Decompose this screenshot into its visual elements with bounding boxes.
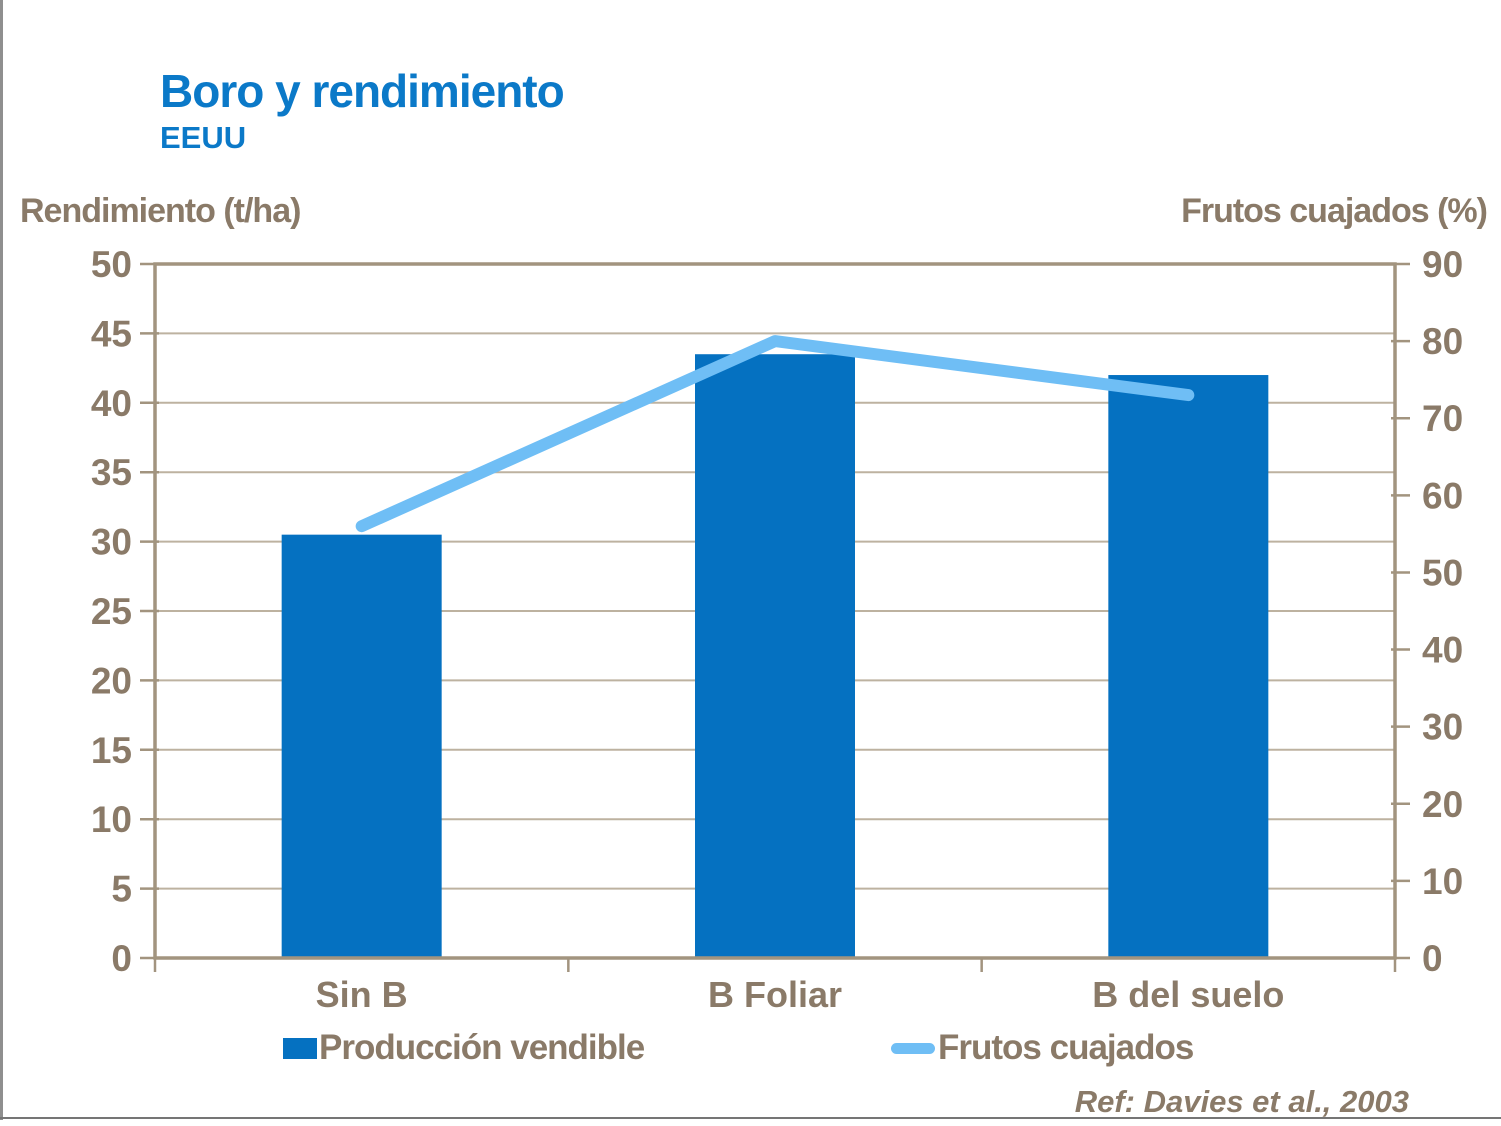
right-axis-tick-label: 0 xyxy=(1422,938,1443,979)
line-series-frutos-cuajados xyxy=(355,335,1195,533)
legend-label-frutos-cuajados: Frutos cuajados xyxy=(938,1028,1194,1067)
right-axis-tick-label: 80 xyxy=(1422,321,1463,362)
reference-text: Ref: Davies et al., 2003 xyxy=(1074,1084,1409,1119)
right-axis-tick-label: 50 xyxy=(1422,552,1463,593)
right-axis-tick-label: 20 xyxy=(1422,784,1463,825)
bar-sin-b xyxy=(281,534,442,958)
right-axis-tick-label: 10 xyxy=(1422,861,1463,902)
legend-label-produccion-vendible: Producción vendible xyxy=(319,1028,645,1067)
left-axis-tick-label: 50 xyxy=(91,244,132,285)
left-axis-title: Rendimiento (t/ha) xyxy=(20,192,301,230)
right-axis-title: Frutos cuajados (%) xyxy=(1181,192,1488,230)
bar-series-swatch xyxy=(283,1037,317,1059)
chart-legend: Producción vendible Frutos cuajados xyxy=(0,1024,1501,1072)
left-axis-tick-label: 10 xyxy=(91,799,132,840)
category-label-sin-b: Sin B xyxy=(316,974,408,1015)
bar-b-foliar xyxy=(695,354,855,959)
right-axis-tick-label: 70 xyxy=(1422,398,1463,439)
left-axis-tick-label: 30 xyxy=(91,522,132,563)
line-series-swatch xyxy=(891,1042,935,1054)
left-axis-tick-label: 25 xyxy=(91,591,132,632)
legend-item-produccion-vendible: Producción vendible xyxy=(283,1024,645,1072)
left-axis-tick-label: 0 xyxy=(111,938,132,979)
left-axis-tick-label: 20 xyxy=(91,660,132,701)
right-axis-tick-label: 90 xyxy=(1422,244,1463,285)
slide-left-edge-line xyxy=(0,0,3,1120)
chart-subtitle: EEUU xyxy=(160,120,247,155)
left-axis-tick-label: 15 xyxy=(91,730,132,771)
bar-b-del-suelo xyxy=(1108,375,1269,958)
chart-title: Boro y rendimiento xyxy=(160,65,565,117)
right-axis-tick-label: 60 xyxy=(1422,475,1463,516)
right-axis-tick-label: 30 xyxy=(1422,707,1463,748)
category-label-b-del-suelo: B del suelo xyxy=(1092,974,1284,1015)
left-axis-tick-label: 5 xyxy=(111,869,132,910)
legend-item-frutos-cuajados: Frutos cuajados xyxy=(891,1024,1194,1072)
category-label-b-foliar: B Foliar xyxy=(708,974,842,1015)
left-axis-tick-label: 45 xyxy=(91,313,132,354)
slide-bottom-edge-line xyxy=(0,1117,1501,1119)
left-axis-tick-label: 40 xyxy=(91,383,132,424)
left-axis-tick-label: 35 xyxy=(91,452,132,493)
right-axis-tick-label: 40 xyxy=(1422,630,1463,671)
